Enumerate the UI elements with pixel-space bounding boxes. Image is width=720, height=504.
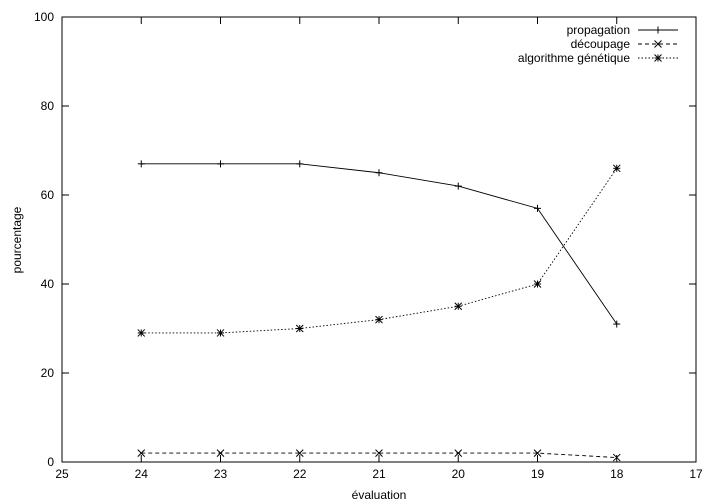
data-point (533, 449, 542, 457)
series-layer (137, 160, 621, 462)
data-point (137, 160, 145, 168)
x-tick-label: 18 (610, 467, 624, 481)
axis-ticks: 25 24 23 22 21 20 19 18 17 0 20 40 60 80 100 (34, 10, 703, 481)
data-point (613, 320, 621, 328)
plot-frame (61, 16, 697, 463)
x-tick-label: 20 (452, 467, 466, 481)
data-point (295, 449, 304, 457)
data-point (454, 182, 462, 190)
data-point (612, 453, 621, 462)
legend-marker (654, 40, 662, 48)
data-point (216, 449, 225, 457)
x-tick-label: 21 (372, 467, 386, 481)
series-line (141, 168, 618, 334)
x-tick-label: 23 (214, 467, 228, 481)
data-point (296, 160, 304, 168)
y-tick-label: 20 (41, 366, 55, 380)
series-1 (137, 449, 621, 462)
legend-marker (654, 54, 662, 62)
y-tick-label: 0 (47, 455, 54, 469)
legend-label: propagation (567, 23, 630, 37)
data-point (612, 164, 621, 173)
data-point (137, 449, 146, 457)
data-point (217, 160, 224, 168)
series-2 (137, 164, 621, 337)
x-tick-label: 22 (293, 467, 307, 481)
legend-label: découpage (571, 37, 631, 51)
y-tick-label: 100 (34, 10, 54, 24)
x-tick-label: 24 (135, 467, 149, 481)
x-tick-label: 25 (55, 467, 69, 481)
data-point (216, 329, 225, 337)
data-point (375, 169, 383, 177)
legend-marker (654, 26, 662, 34)
y-tick-label: 60 (41, 188, 55, 202)
data-point (295, 324, 304, 333)
x-tick-label: 17 (689, 467, 703, 481)
data-point (533, 280, 542, 288)
data-point (375, 449, 383, 457)
data-point (454, 449, 463, 457)
data-point (454, 302, 463, 311)
data-point (534, 204, 541, 212)
data-point (137, 329, 146, 337)
data-point (375, 315, 383, 324)
x-axis-label: évaluation (352, 488, 407, 502)
y-tick-label: 40 (41, 277, 55, 291)
series-0 (137, 160, 621, 328)
x-tick-label: 19 (531, 467, 545, 481)
legend-label: algorithme génétique (518, 51, 630, 65)
series-line (141, 163, 618, 325)
y-axis-label: pourcentage (10, 206, 24, 273)
y-tick-label: 80 (41, 99, 55, 113)
